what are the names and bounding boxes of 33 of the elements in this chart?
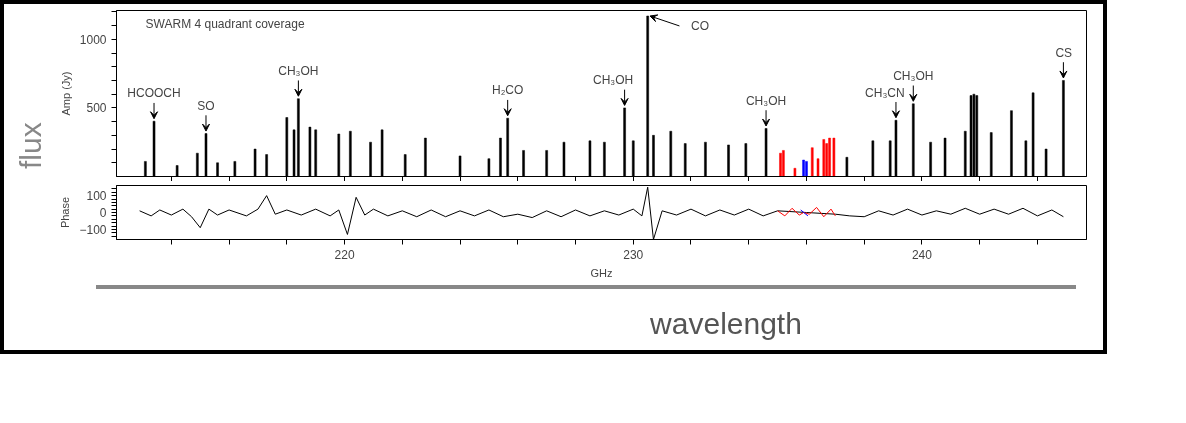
annotation: CH₃OH bbox=[278, 63, 319, 78]
y-tick-label: 1000 bbox=[79, 32, 107, 47]
bar bbox=[810, 147, 814, 177]
x-axis-title: GHz bbox=[590, 266, 613, 279]
y-tick-label: 500 bbox=[86, 101, 107, 116]
bar bbox=[832, 137, 836, 177]
x-tick-label: 220 bbox=[334, 247, 355, 262]
annotation: HCOOCH bbox=[127, 86, 181, 101]
x-tick-label: 230 bbox=[623, 247, 644, 262]
y-axis-title: Phase bbox=[59, 196, 72, 229]
annotation: CO bbox=[690, 18, 709, 33]
annotation: CS bbox=[1055, 45, 1073, 60]
annotation: CH₃OH bbox=[893, 69, 934, 84]
bar bbox=[802, 159, 805, 177]
text: wavelength bbox=[650, 306, 802, 342]
bar bbox=[782, 150, 785, 177]
annotation: CH₃OH bbox=[593, 73, 634, 88]
annotation: CH₃CN bbox=[865, 85, 905, 100]
annotation: SWARM 4 quadrant coverage bbox=[145, 17, 305, 32]
y-tick-label: 0 bbox=[99, 206, 107, 220]
y-tick-label: 100 bbox=[86, 189, 107, 204]
annotation: CH₃OH bbox=[745, 93, 787, 108]
y-tick-label: −100 bbox=[79, 222, 107, 237]
annotation: H₂CO bbox=[492, 83, 524, 98]
x-tick-label: 240 bbox=[911, 247, 933, 262]
annotation: SO bbox=[197, 98, 215, 113]
bar bbox=[805, 161, 808, 177]
bar bbox=[822, 139, 826, 177]
y-axis-title: Amp (Jy) bbox=[59, 71, 72, 116]
text: flux bbox=[12, 122, 48, 170]
bar bbox=[779, 152, 782, 177]
bar bbox=[816, 158, 820, 177]
bar bbox=[793, 168, 797, 177]
